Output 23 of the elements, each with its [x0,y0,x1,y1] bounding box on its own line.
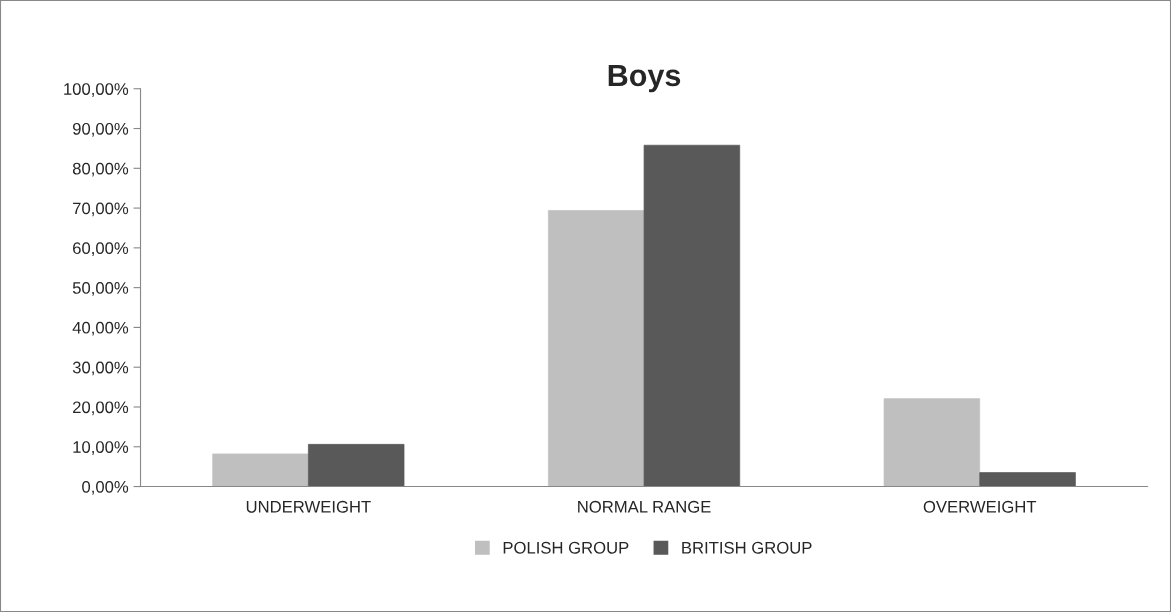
x-tick-label: UNDERWEIGHT [246,500,371,513]
y-tick-label: 20,00% [73,401,129,416]
y-tick-label: 0,00% [82,480,129,495]
legend-label: POLISH GROUP [503,541,629,554]
x-tick-label: NORMAL RANGE [578,500,711,513]
y-tick-label: 90,00% [72,122,129,137]
legend-label: BRITISH GROUP [682,541,812,554]
y-tick-label: 60,00% [73,242,129,257]
y-tick-label: 70,00% [73,202,129,217]
x-tick-label: OVERWEIGHT [923,500,1037,513]
bar [643,144,741,487]
y-tick-label: 30,00% [72,361,129,376]
bar [212,453,309,487]
bar [883,398,981,487]
y-tick-label: 10,00% [73,441,129,455]
y-tick-label: 80,00% [72,162,129,177]
y-tick-label: 40,00% [72,321,129,336]
bar [308,444,405,487]
y-tick-label: 50,00% [72,282,129,296]
chart-title: Boys [608,64,681,93]
bar [979,472,1076,487]
bar [548,210,645,487]
y-tick-label: 100,00% [64,83,129,97]
